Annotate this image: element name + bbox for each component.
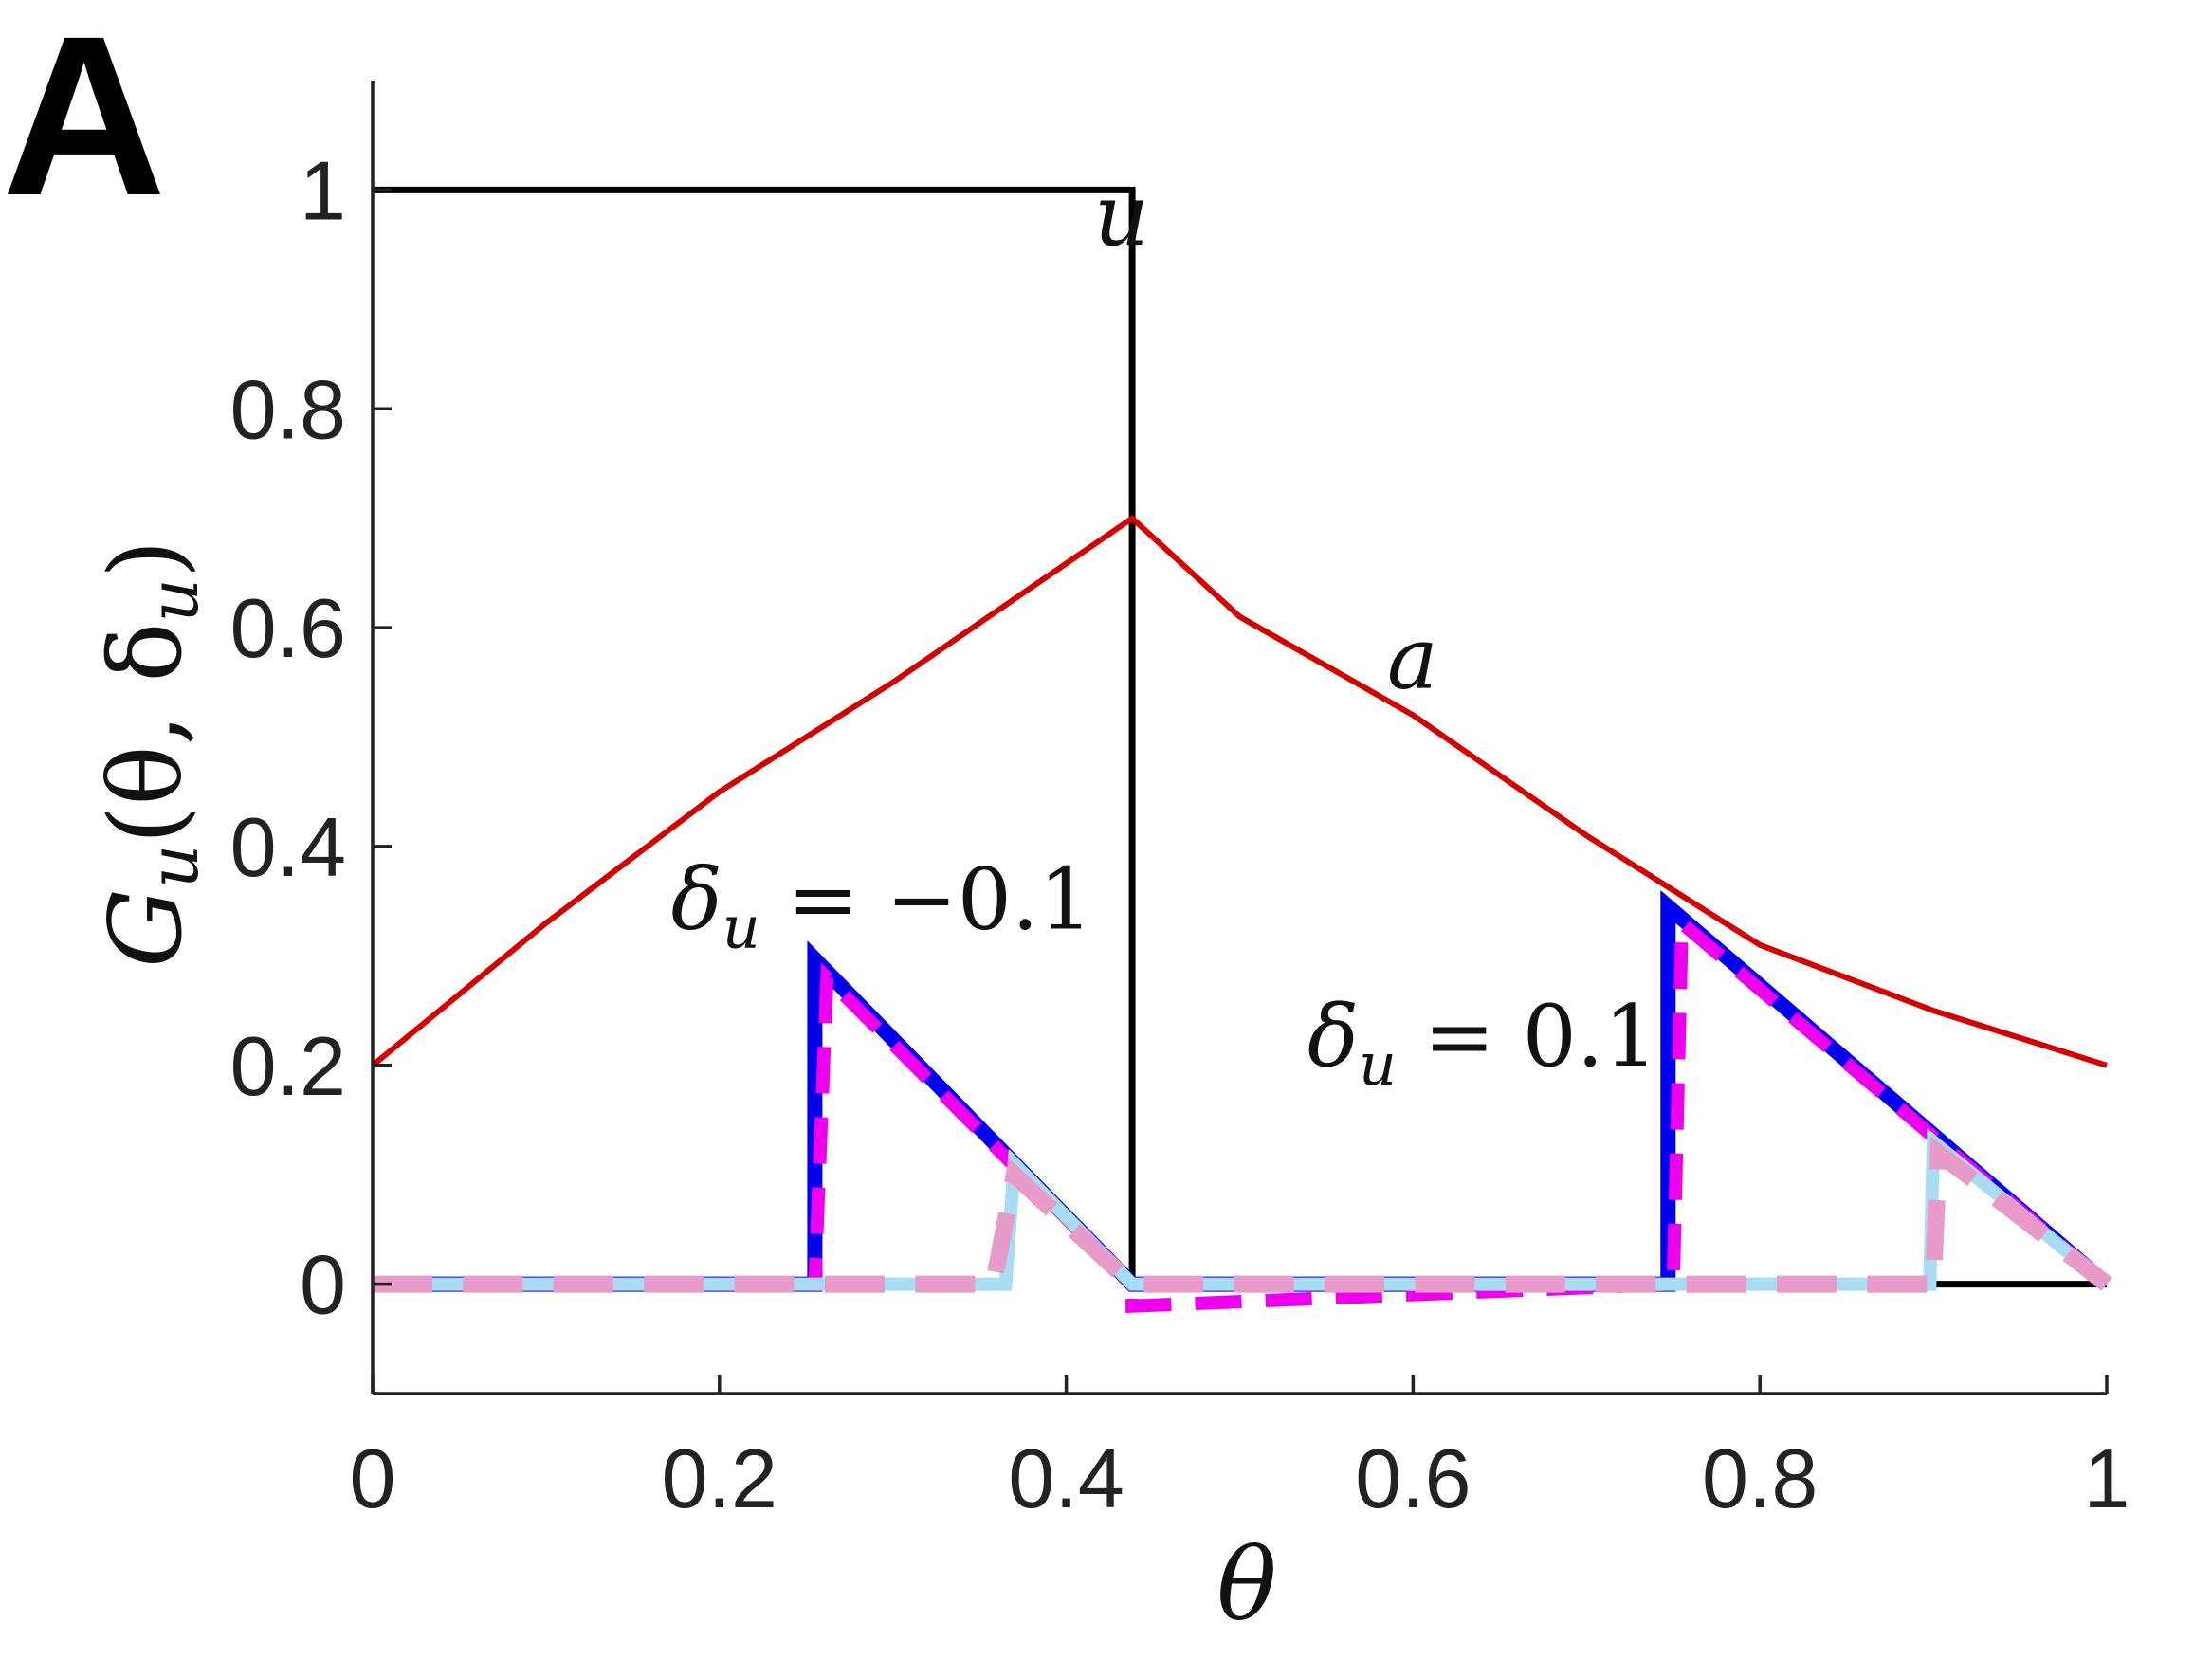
ticks: 0 0.2 0.4 0.6 0.8 1 0 0.2 0.4 0.6 0.8 1 xyxy=(230,143,2130,1525)
series-line-6 xyxy=(373,1136,2112,1293)
x-axis-label: θ xyxy=(1216,1527,1276,1643)
axes xyxy=(371,81,2107,1395)
annotation-2: a xyxy=(1387,610,1438,709)
y-axis-label-args-sub: u xyxy=(134,578,213,622)
series-line-2 xyxy=(371,514,2108,1068)
svg-text:Gu(θ, δu): Gu(θ, δu) xyxy=(88,539,213,968)
x-tick-label: 0 xyxy=(350,1431,396,1525)
y-axis-label-sub: u xyxy=(134,845,213,888)
series-line-1 xyxy=(373,186,2107,1288)
y-axis-label: Gu(θ, δu) xyxy=(88,539,213,968)
series-group xyxy=(371,186,2112,1313)
series-line-3 xyxy=(373,889,2112,1292)
y-tick-label: 0.4 xyxy=(230,800,346,894)
y-axis-label-main: G xyxy=(88,888,204,968)
y-axis-label-args: (θ, δ xyxy=(88,622,204,844)
y-tick-label: 1 xyxy=(300,143,346,237)
series-line-4 xyxy=(373,908,2111,1313)
x-tick-label: 0.2 xyxy=(662,1431,777,1525)
x-tick-label: 0.6 xyxy=(1355,1431,1471,1525)
series-line-5 xyxy=(373,1127,2111,1291)
annotation-4: δu = 0.1 xyxy=(1307,987,1658,1099)
x-tick-label: 1 xyxy=(2084,1431,2130,1525)
annotation-1: u xyxy=(1094,166,1149,265)
x-tick-label: 0.4 xyxy=(1008,1431,1124,1525)
y-tick-label: 0.2 xyxy=(230,1019,346,1113)
annotation-3: δu = −0.1 xyxy=(671,849,1093,961)
x-tick-label: 0.8 xyxy=(1702,1431,1818,1525)
y-tick-label: 0 xyxy=(300,1238,346,1332)
panel-label: A xyxy=(2,0,166,243)
y-axis-label-close: ) xyxy=(88,539,204,578)
y-tick-label: 0.8 xyxy=(230,362,346,456)
annotations: u a δu = −0.1 δu = 0.1 xyxy=(671,166,1658,1099)
y-tick-label: 0.6 xyxy=(230,581,346,675)
